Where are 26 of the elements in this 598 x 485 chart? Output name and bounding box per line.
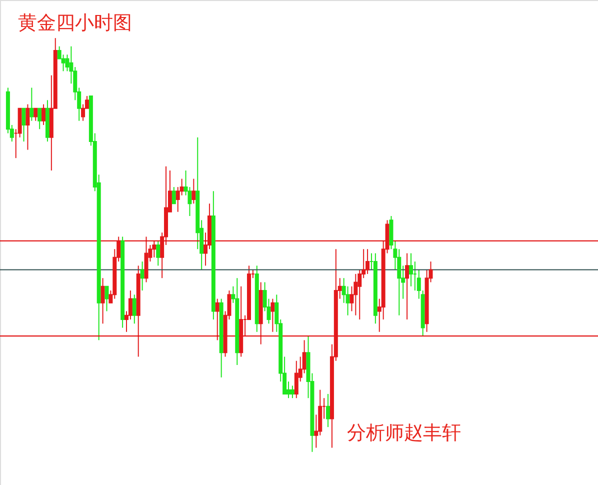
candlestick (26, 104, 30, 150)
annotation: 分析师赵丰轩 (347, 422, 461, 444)
candlestick (290, 385, 294, 399)
candlestick (215, 298, 220, 341)
candlestick (42, 104, 46, 126)
candlestick (270, 298, 275, 332)
candlestick (81, 104, 86, 122)
candlestick (104, 286, 109, 312)
candlestick (326, 393, 330, 428)
candlestick (192, 178, 196, 204)
candlestick (405, 252, 410, 320)
candlestick (30, 87, 34, 122)
candlestick (294, 360, 298, 399)
candlestick (156, 240, 160, 266)
candlestick (61, 54, 66, 72)
candlestick (172, 186, 176, 204)
candlestick (152, 240, 156, 258)
candlestick (140, 261, 144, 292)
candlestick (354, 273, 358, 316)
candlestick (408, 252, 413, 287)
candlestick (34, 108, 38, 122)
candlestick (132, 294, 136, 324)
candlestick (100, 278, 105, 324)
chart-title: 黄金四小时图 (18, 12, 132, 34)
candlestick (366, 248, 370, 274)
candlestick (38, 108, 42, 130)
